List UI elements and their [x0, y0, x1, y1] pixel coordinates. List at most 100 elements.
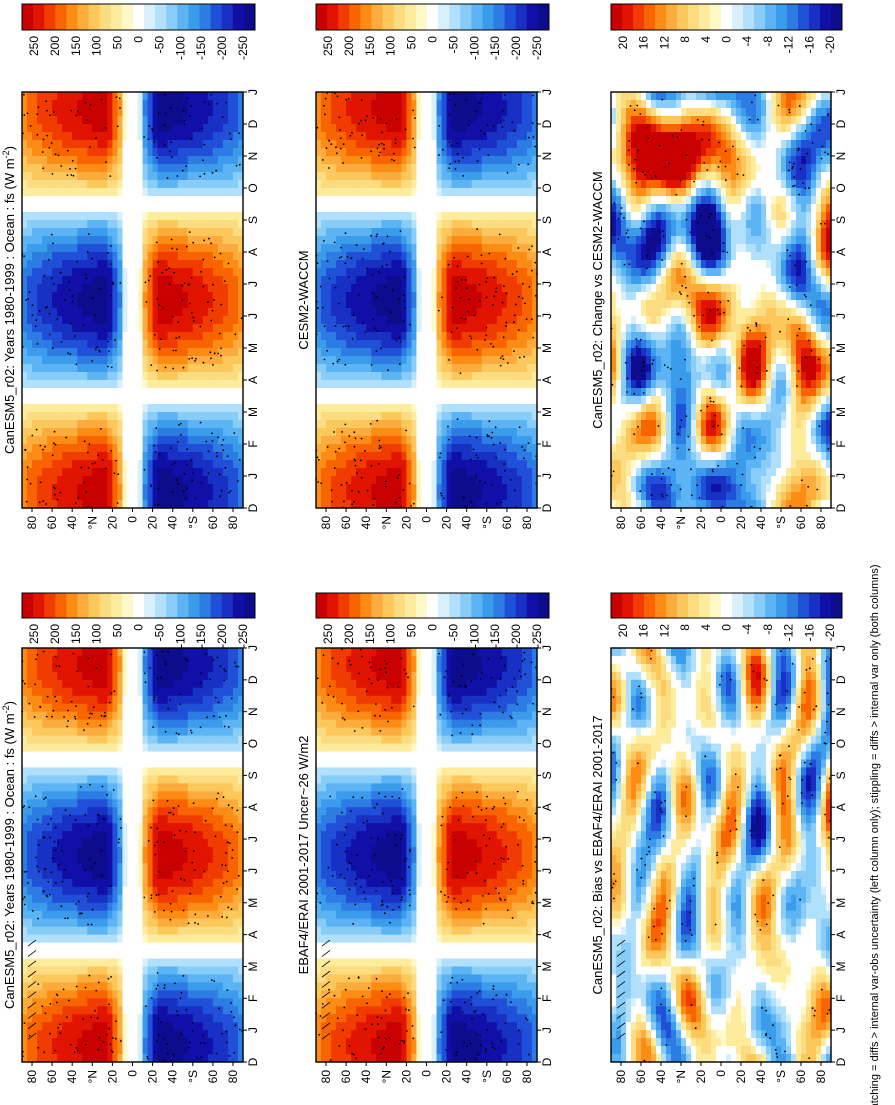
heatmap-cell — [167, 855, 174, 864]
heatmap-cell — [32, 404, 38, 413]
heatmap-cell — [62, 500, 68, 509]
heatmap-cell — [157, 420, 164, 429]
heatmap-cell — [57, 316, 63, 325]
heatmap-cell — [22, 268, 28, 277]
heatmap-cell — [32, 452, 38, 461]
heatmap-cell — [97, 180, 103, 189]
heatmap-cell — [212, 767, 219, 776]
heatmap-cell — [52, 831, 58, 840]
heatmap-cell — [197, 918, 204, 928]
heatmap-cell — [192, 260, 199, 269]
heatmap-cell — [112, 148, 119, 157]
heatmap-cell — [62, 767, 68, 776]
heatmap-cell — [157, 1038, 164, 1047]
heatmap-cell — [32, 316, 38, 325]
heatmap-cell — [112, 476, 119, 485]
heatmap-cell — [137, 308, 144, 317]
heatmap-cell — [87, 1022, 93, 1031]
heatmap-cell — [42, 1054, 48, 1063]
heatmap-cell — [142, 648, 149, 657]
heatmap-cell — [42, 156, 48, 165]
stipple-dot — [233, 1051, 236, 1054]
heatmap-cell — [227, 108, 234, 117]
stipple-dot — [87, 923, 89, 926]
heatmap-cell — [122, 204, 129, 213]
heatmap-cell — [177, 1014, 184, 1023]
heatmap-cell — [67, 799, 73, 808]
heatmap-cell — [207, 252, 214, 261]
heatmap-cell — [92, 500, 98, 509]
heatmap-cell — [192, 92, 199, 101]
heatmap-cell — [197, 695, 204, 705]
heatmap-cell — [227, 164, 234, 173]
heatmap-cell — [182, 340, 189, 349]
heatmap-cell — [142, 260, 149, 269]
heatmap-cell — [127, 958, 134, 968]
heatmap-cell — [127, 894, 134, 904]
stipple-dot — [164, 730, 167, 733]
heatmap-cell — [42, 252, 48, 261]
heatmap-cell — [72, 396, 78, 405]
stipple-dot — [179, 877, 182, 880]
heatmap-cell — [132, 428, 139, 437]
heatmap-cell — [77, 974, 83, 983]
heatmap-cell — [202, 870, 209, 880]
heatmap-cell — [137, 228, 144, 237]
heatmap-cell — [82, 484, 88, 493]
heatmap-cell — [132, 292, 139, 301]
heatmap-cell — [137, 412, 144, 421]
heatmap-cell — [102, 1022, 108, 1031]
heatmap-cell — [207, 870, 214, 880]
stipple-dot — [229, 842, 231, 845]
heatmap-cell — [137, 284, 144, 293]
stipple-dot — [103, 818, 105, 820]
stipple-dot — [28, 1034, 31, 1037]
heatmap-cell — [197, 204, 204, 213]
heatmap-cell — [62, 212, 68, 221]
heatmap-cell — [202, 711, 209, 721]
heatmap-cell — [107, 468, 114, 477]
heatmap-cell — [27, 100, 33, 109]
heatmap-cell — [187, 918, 194, 928]
heatmap-cell — [62, 404, 68, 413]
heatmap-cell — [192, 220, 199, 229]
colorbar-label: -50 — [152, 624, 166, 642]
heatmap-cell — [172, 855, 179, 864]
heatmap-cell — [72, 484, 78, 493]
heatmap-cell — [22, 492, 28, 501]
heatmap-cell — [182, 124, 189, 133]
heatmap-cell — [52, 380, 58, 389]
heatmap-cell — [72, 412, 78, 421]
heatmap-cell — [32, 1022, 38, 1031]
heatmap-cell — [102, 687, 108, 697]
heatmap-cell — [197, 180, 204, 189]
heatmap-cell — [27, 228, 33, 237]
heatmap-cell — [37, 140, 43, 149]
stipple-dot — [75, 705, 77, 707]
heatmap-cell — [227, 260, 234, 269]
heatmap-cell — [72, 428, 78, 437]
heatmap-cell — [202, 292, 209, 301]
heatmap-cell — [87, 831, 93, 840]
heatmap-cell — [132, 260, 139, 269]
heatmap-cell — [77, 500, 83, 509]
heatmap-cell — [232, 799, 239, 808]
heatmap-cell — [102, 164, 108, 173]
heatmap-cell — [192, 492, 199, 501]
stipple-dot — [174, 982, 176, 985]
heatmap-cell — [157, 1022, 164, 1031]
heatmap-cell — [32, 116, 38, 125]
hatch-mark — [27, 939, 37, 947]
heatmap-cell — [117, 428, 124, 437]
heatmap-cell — [117, 1014, 124, 1023]
heatmap-cell — [102, 220, 108, 229]
heatmap-cell — [207, 918, 214, 928]
heatmap-cell — [227, 703, 234, 713]
heatmap-cell — [132, 444, 139, 453]
heatmap-cell — [92, 468, 98, 477]
heatmap-cell — [152, 679, 159, 689]
heatmap-cell — [27, 484, 33, 493]
heatmap-cell — [102, 695, 108, 705]
heatmap-cell — [32, 799, 38, 808]
heatmap-cell — [122, 926, 129, 936]
